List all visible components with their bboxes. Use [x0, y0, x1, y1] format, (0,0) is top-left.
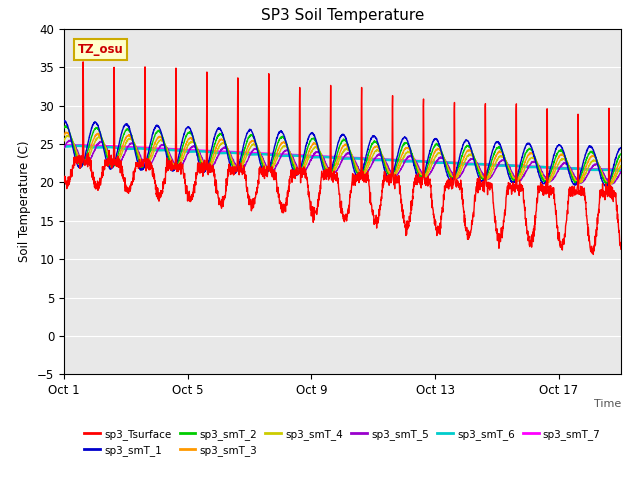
sp3_smT_3: [148, 150, 156, 156]
sp3_smT_5: [360, 171, 368, 177]
sp3_smT_7: [545, 165, 553, 170]
sp3_smT_2: [115, 151, 122, 157]
sp3_smT_2: [545, 173, 553, 179]
sp3_smT_1: [617, 145, 625, 151]
sp3_smT_4: [360, 170, 368, 176]
Line: sp3_smT_4: sp3_smT_4: [64, 135, 621, 185]
sp3_smT_7: [148, 145, 156, 151]
sp3_smT_4: [148, 155, 156, 161]
sp3_smT_3: [63, 129, 70, 135]
Legend: sp3_Tsurface, sp3_smT_1, sp3_smT_2, sp3_smT_3, sp3_smT_4, sp3_smT_5, sp3_smT_6, : sp3_Tsurface, sp3_smT_1, sp3_smT_2, sp3_…: [80, 424, 605, 460]
sp3_smT_4: [115, 159, 122, 165]
sp3_smT_4: [184, 144, 191, 149]
sp3_smT_2: [262, 169, 270, 175]
sp3_smT_6: [617, 168, 625, 174]
sp3_smT_7: [184, 147, 191, 153]
sp3_smT_3: [115, 156, 122, 162]
sp3_smT_3: [60, 132, 68, 138]
sp3_smT_5: [67, 137, 75, 143]
sp3_smT_6: [360, 156, 368, 162]
Line: sp3_Tsurface: sp3_Tsurface: [64, 62, 621, 254]
sp3_smT_7: [60, 143, 68, 148]
sp3_smT_4: [545, 179, 553, 184]
sp3_smT_5: [184, 151, 191, 156]
Line: sp3_smT_1: sp3_smT_1: [64, 120, 621, 186]
sp3_smT_6: [60, 144, 68, 149]
sp3_smT_4: [605, 182, 613, 188]
sp3_smT_6: [184, 149, 191, 155]
sp3_smT_3: [604, 181, 611, 187]
sp3_smT_3: [617, 156, 625, 162]
Title: SP3 Soil Temperature: SP3 Soil Temperature: [260, 9, 424, 24]
sp3_smT_5: [617, 169, 625, 175]
sp3_smT_3: [184, 138, 191, 144]
sp3_Tsurface: [148, 162, 156, 168]
sp3_Tsurface: [360, 178, 368, 184]
sp3_smT_2: [148, 143, 156, 149]
sp3_smT_2: [360, 165, 368, 171]
sp3_smT_1: [148, 136, 156, 142]
sp3_smT_3: [262, 167, 270, 173]
Line: sp3_smT_7: sp3_smT_7: [64, 145, 621, 169]
sp3_smT_6: [115, 145, 122, 151]
sp3_smT_7: [617, 167, 625, 172]
sp3_smT_7: [74, 143, 81, 148]
sp3_smT_3: [360, 169, 368, 175]
sp3_Tsurface: [545, 188, 553, 193]
sp3_smT_1: [262, 171, 270, 177]
sp3_smT_1: [545, 171, 553, 177]
sp3_smT_4: [65, 132, 72, 138]
sp3_smT_2: [60, 124, 68, 130]
sp3_smT_1: [60, 118, 68, 124]
sp3_smT_5: [262, 163, 270, 168]
sp3_smT_1: [115, 145, 122, 151]
Y-axis label: Soil Temperature (C): Soil Temperature (C): [19, 141, 31, 263]
sp3_smT_4: [60, 138, 68, 144]
Line: sp3_smT_5: sp3_smT_5: [64, 140, 621, 184]
sp3_smT_7: [262, 151, 270, 156]
Line: sp3_smT_2: sp3_smT_2: [64, 126, 621, 184]
Line: sp3_smT_3: sp3_smT_3: [64, 132, 621, 184]
Line: sp3_smT_6: sp3_smT_6: [64, 146, 621, 171]
sp3_smT_2: [184, 131, 191, 136]
sp3_Tsurface: [262, 167, 270, 172]
sp3_smT_5: [60, 145, 68, 151]
sp3_smT_2: [617, 151, 625, 157]
sp3_smT_5: [148, 160, 156, 166]
sp3_smT_2: [61, 123, 69, 129]
sp3_smT_4: [262, 166, 270, 172]
sp3_smT_2: [604, 181, 611, 187]
sp3_Tsurface: [589, 252, 597, 257]
sp3_smT_6: [148, 147, 156, 153]
sp3_smT_1: [602, 183, 609, 189]
Text: Time: Time: [593, 398, 621, 408]
sp3_smT_3: [545, 177, 553, 183]
sp3_Tsurface: [79, 59, 87, 65]
sp3_smT_5: [115, 162, 122, 168]
sp3_smT_1: [61, 118, 68, 123]
sp3_smT_7: [360, 156, 368, 161]
sp3_Tsurface: [115, 153, 122, 159]
sp3_smT_5: [609, 181, 616, 187]
sp3_smT_6: [74, 143, 82, 149]
sp3_smT_6: [262, 151, 270, 157]
sp3_Tsurface: [60, 175, 68, 181]
sp3_smT_5: [545, 179, 553, 184]
sp3_Tsurface: [184, 198, 191, 204]
sp3_smT_7: [115, 144, 122, 149]
Text: TZ_osu: TZ_osu: [78, 43, 124, 56]
sp3_smT_6: [545, 165, 553, 170]
sp3_smT_4: [617, 163, 625, 169]
sp3_Tsurface: [617, 246, 625, 252]
sp3_smT_1: [360, 161, 368, 167]
sp3_smT_1: [184, 124, 191, 130]
